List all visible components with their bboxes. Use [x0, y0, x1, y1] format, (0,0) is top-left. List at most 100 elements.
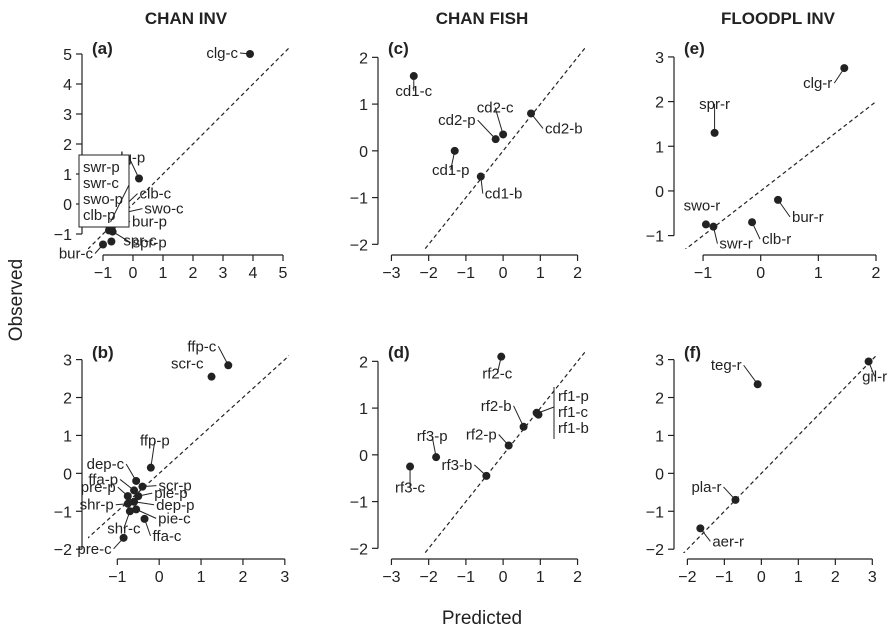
x-tick-label: 2	[189, 265, 198, 282]
point-label: shr-p	[80, 497, 114, 514]
reference-line-1to1	[88, 354, 289, 539]
point-label: swr-r	[719, 236, 752, 253]
column-title-chan-fish: CHAN FISH	[436, 9, 529, 28]
box-label: swr-c	[83, 175, 119, 192]
panel-a: −1012345−1012345(a)clg-cclg-pclb-cswo-cb…	[54, 39, 289, 282]
box-label: rf1-b	[558, 420, 589, 437]
x-tick-label: 1	[536, 569, 545, 586]
y-tick-label: 1	[655, 139, 664, 156]
x-tick-label: 4	[249, 265, 258, 282]
panel-e: −1 0 1 2 −1 0 1 2 3 (e) clg-r spr-r bur-r swo-r swr-r c…	[646, 39, 881, 282]
x-tick-label: 0	[129, 265, 138, 282]
y-tick-label: 1	[359, 401, 368, 418]
y-tick-label: −2	[350, 237, 368, 254]
point-label: pie-p	[154, 485, 187, 502]
x-tick-label: 2	[872, 265, 881, 282]
leader-line	[868, 361, 876, 377]
leader-line	[530, 113, 544, 129]
point-label: dep-p	[156, 497, 194, 514]
point-label: cd2-b	[545, 120, 583, 137]
x-tick-label: 2	[238, 569, 247, 586]
y-tick-label: 2	[359, 354, 368, 371]
panel-f: −2 −1 0 1 2 3 −2 −1 0 1 2 3 (f) gil-r teg-r pla-r aer-r	[646, 343, 887, 586]
data-point	[534, 410, 543, 419]
y-tick-label: 1	[63, 167, 72, 184]
y-tick-label: 2	[63, 137, 72, 154]
x-tick-label: 0	[756, 265, 765, 282]
point-label: scr-p	[158, 478, 191, 495]
leader-line	[496, 356, 502, 374]
point-label: pre-c	[77, 541, 112, 558]
x-tick-label: 0	[499, 265, 508, 282]
x-tick-label: −2	[678, 569, 696, 586]
point-label: cd2-p	[438, 112, 476, 129]
panel-label: (c)	[388, 39, 409, 58]
x-tick-label: 1	[814, 265, 823, 282]
point-label: rf2-c	[482, 366, 513, 383]
point-label: rf3-c	[395, 480, 426, 497]
x-tick-label: 3	[868, 569, 877, 586]
leader-line	[133, 501, 155, 506]
y-tick-label: 3	[655, 50, 664, 67]
box-label: swo-p	[83, 191, 123, 208]
x-axis-title: Predicted	[442, 608, 522, 629]
box-label: rf1-c	[558, 404, 589, 421]
panel-label: (e)	[684, 39, 705, 58]
reference-line-1to1	[682, 354, 876, 553]
y-tick-label: 0	[63, 466, 72, 483]
y-tick-label: 5	[63, 47, 72, 64]
x-tick-label: −1	[94, 265, 112, 282]
x-tick-label: 3	[219, 265, 228, 282]
point-label: rf3-b	[442, 457, 473, 474]
leader-line	[513, 405, 525, 428]
point-label: cd1-c	[395, 83, 432, 100]
panel-label: (b)	[92, 343, 114, 362]
point-label: pre-p	[81, 479, 116, 496]
data-point	[701, 220, 710, 229]
y-tick-label: 1	[359, 97, 368, 114]
x-tick-label: −3	[382, 569, 400, 586]
leader-line	[117, 486, 129, 497]
point-label: gil-r	[862, 368, 887, 385]
y-tick-label: 3	[63, 353, 72, 370]
panel-d: −3 −2 −1 0 1 2 −2 −1 0 1 2 (d) rf2-c rf3-p rf3-c rf3-b r…	[350, 343, 589, 586]
box-label: swr-p	[83, 159, 120, 176]
leader-line	[144, 518, 152, 537]
x-tick-label: 2	[573, 265, 582, 282]
panel-label: (f)	[684, 343, 701, 362]
leader-line	[119, 479, 135, 491]
reference-line-1to1	[684, 100, 876, 249]
y-tick-label: −1	[646, 229, 664, 246]
leader-line	[431, 436, 437, 458]
y-tick-label: 1	[63, 428, 72, 445]
leader-line	[135, 508, 157, 519]
box-label: clb-p	[83, 207, 116, 224]
panel-label: (d)	[388, 343, 410, 362]
y-tick-label: 0	[655, 466, 664, 483]
x-tick-label: 0	[499, 569, 508, 586]
leader-line	[777, 199, 791, 218]
x-tick-label: 0	[155, 569, 164, 586]
y-tick-label: 4	[63, 77, 72, 94]
y-tick-label: −1	[54, 504, 72, 521]
point-label: spr-c	[123, 233, 157, 250]
box-label: rf1-p	[558, 388, 589, 405]
point-label: rf2-p	[466, 426, 497, 443]
x-tick-label: −1	[457, 265, 475, 282]
y-tick-label: 2	[655, 95, 664, 112]
y-tick-label: −2	[646, 542, 664, 559]
y-tick-label: −1	[646, 504, 664, 521]
panels-group: −1012345−1012345(a)clg-cclg-pclb-cswo-cb…	[54, 39, 887, 586]
x-tick-label: −1	[715, 569, 733, 586]
point-label: teg-r	[711, 357, 742, 374]
point-label: rf2-b	[481, 398, 512, 415]
data-point	[207, 372, 216, 381]
leader-line	[450, 150, 456, 170]
point-label: cd1-b	[485, 186, 523, 203]
x-tick-label: −1	[694, 265, 712, 282]
y-tick-label: 0	[63, 197, 72, 214]
y-tick-label: 0	[359, 144, 368, 161]
leader-line	[123, 511, 131, 529]
point-label: clb-c	[140, 186, 172, 203]
